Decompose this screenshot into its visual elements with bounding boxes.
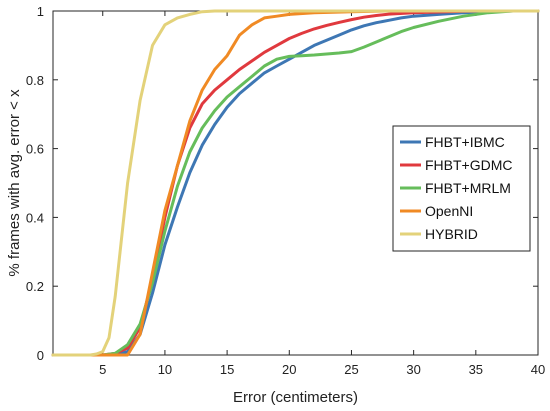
x-tick-label: 15	[220, 362, 234, 377]
x-tick-label: 40	[531, 362, 545, 377]
legend-items: FHBT+IBMC FHBT+GDMC FHBT+MRLM OpenNI HYBRID	[400, 134, 513, 242]
x-tick-label: 5	[99, 362, 106, 377]
y-tick-label: 0.6	[26, 142, 44, 157]
y-tick-label: 0.4	[26, 210, 44, 225]
legend: FHBT+IBMC FHBT+GDMC FHBT+MRLM OpenNI HYBRID	[392, 125, 531, 252]
plot-area: 5 10 15 20 25 30 35 40 0 0.2 0.4 0.6 0.8 1	[26, 4, 545, 377]
x-tick-label: 10	[158, 362, 172, 377]
y-tick-label: 0	[37, 348, 44, 363]
x-tick-label: 35	[469, 362, 483, 377]
y-tick-label: 1	[37, 4, 44, 19]
legend-label: OpenNI	[425, 203, 473, 219]
series-line-hybrid	[51, 9, 540, 357]
y-tick-label: 0.8	[26, 73, 44, 88]
series-lines	[51, 9, 540, 357]
x-axis-label: Error (centimeters)	[233, 389, 358, 406]
x-tick-label: 25	[344, 362, 358, 377]
x-tick-label: 20	[282, 362, 296, 377]
x-tick-label: 30	[406, 362, 420, 377]
y-axis-label: % frames with avg. error < x	[6, 89, 23, 277]
legend-label: FHBT+IBMC	[425, 134, 505, 150]
legend-label: HYBRID	[425, 226, 478, 242]
y-axis: 0 0.2 0.4 0.6 0.8 1	[26, 4, 538, 363]
legend-label: FHBT+GDMC	[425, 157, 513, 173]
legend-label: FHBT+MRLM	[425, 180, 511, 196]
y-tick-label: 0.2	[26, 279, 44, 294]
